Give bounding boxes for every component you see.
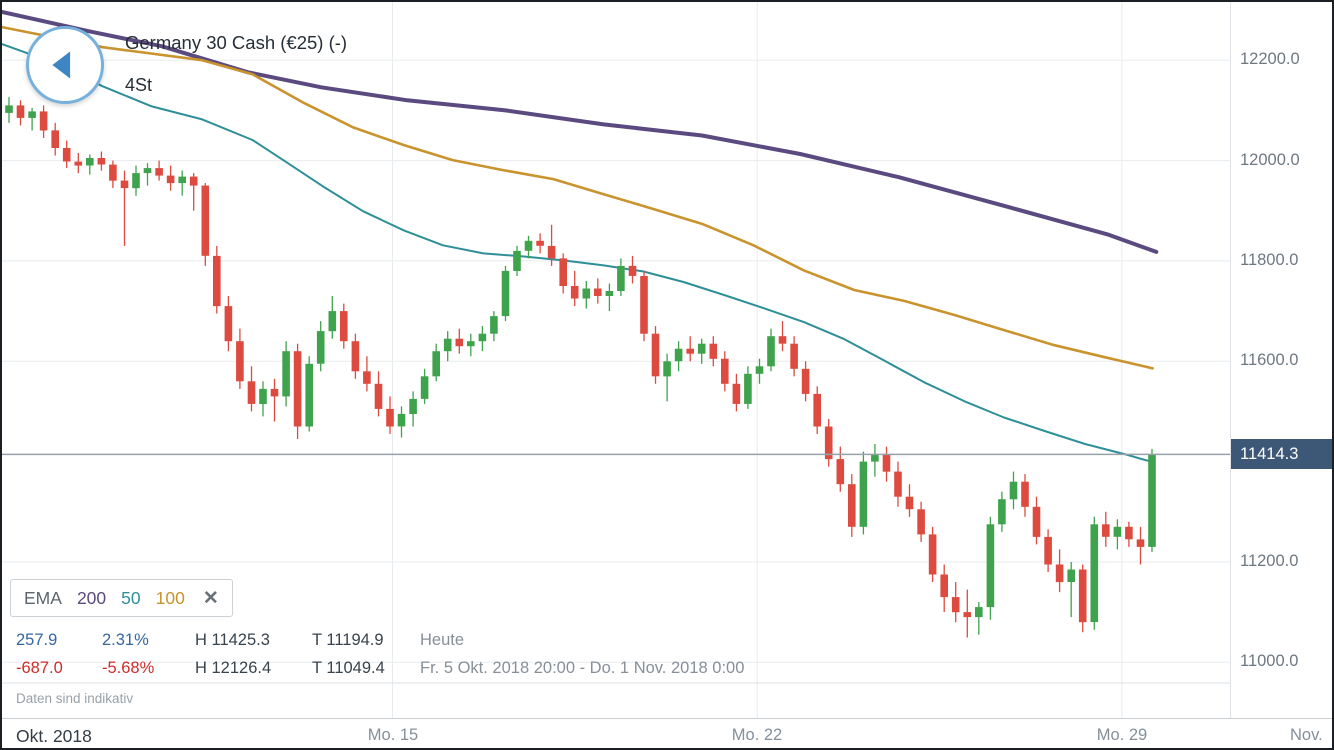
- chart-plot-area[interactable]: [2, 2, 1230, 718]
- instrument-title: Germany 30 Cash (€25) (-): [125, 32, 348, 53]
- disclaimer-text: Daten sind indikativ: [16, 691, 134, 706]
- today-low: T 11194.9: [312, 630, 384, 649]
- range-high: H 12126.4: [195, 658, 272, 677]
- stats-row-today: 257.9 2.31% H 11425.3 T 11194.9 Heute: [16, 626, 744, 654]
- ema-100-period: 100: [155, 587, 185, 608]
- candlestick-chart: [2, 2, 1230, 718]
- today-high: H 11425.3: [195, 630, 270, 649]
- ema-indicator-chip[interactable]: EMA 200 50 100 ✕: [10, 579, 233, 617]
- chart-interval-label: 4St: [125, 75, 153, 95]
- range-change: -687.0: [16, 658, 63, 677]
- current-price-badge: 11414.3: [1231, 439, 1332, 470]
- time-axis-label: Mo. 29: [1096, 726, 1148, 744]
- time-axis-label: Mo. 15: [367, 726, 419, 744]
- price-axis-label: 11000.0: [1240, 652, 1299, 671]
- back-button[interactable]: [26, 26, 104, 104]
- price-axis-label: 11600.0: [1240, 351, 1299, 370]
- time-axis[interactable]: Okt. 2018 Mo. 15 Mo. 22 Mo. 29 Nov.: [2, 718, 1332, 748]
- ema-label: EMA: [24, 587, 62, 608]
- today-change-pct: 2.31%: [102, 630, 149, 649]
- remove-indicator-icon[interactable]: ✕: [202, 587, 219, 609]
- range-period-label: Fr. 5 Okt. 2018 20:00 - Do. 1 Nov. 2018 …: [420, 658, 745, 677]
- price-stats: 257.9 2.31% H 11425.3 T 11194.9 Heute -6…: [16, 626, 744, 682]
- price-axis-label: 12000.0: [1240, 150, 1300, 169]
- price-axis[interactable]: 11414.3 12200.0 12000.0 11800.0 11600.0 1120…: [1230, 2, 1332, 718]
- ema-200-period: 200: [76, 587, 107, 608]
- ema-50-period: 50: [121, 587, 141, 608]
- time-axis-label: Okt. 2018: [16, 726, 92, 746]
- range-change-pct: -5.68%: [102, 658, 155, 677]
- price-axis-label: 12200.0: [1240, 50, 1300, 69]
- today-period-label: Heute: [420, 630, 465, 649]
- stats-row-range: -687.0 -5.68% H 12126.4 T 11049.4 Fr. 5 …: [16, 654, 744, 682]
- back-arrow-icon: [51, 51, 70, 79]
- range-low: T 11049.4: [312, 658, 385, 677]
- price-axis-label: 11800.0: [1240, 250, 1299, 269]
- price-axis-label: 11200.0: [1240, 551, 1299, 570]
- time-axis-label: Mo. 22: [731, 726, 783, 744]
- time-axis-label: Nov.: [1290, 726, 1323, 744]
- today-change: 257.9: [16, 630, 58, 649]
